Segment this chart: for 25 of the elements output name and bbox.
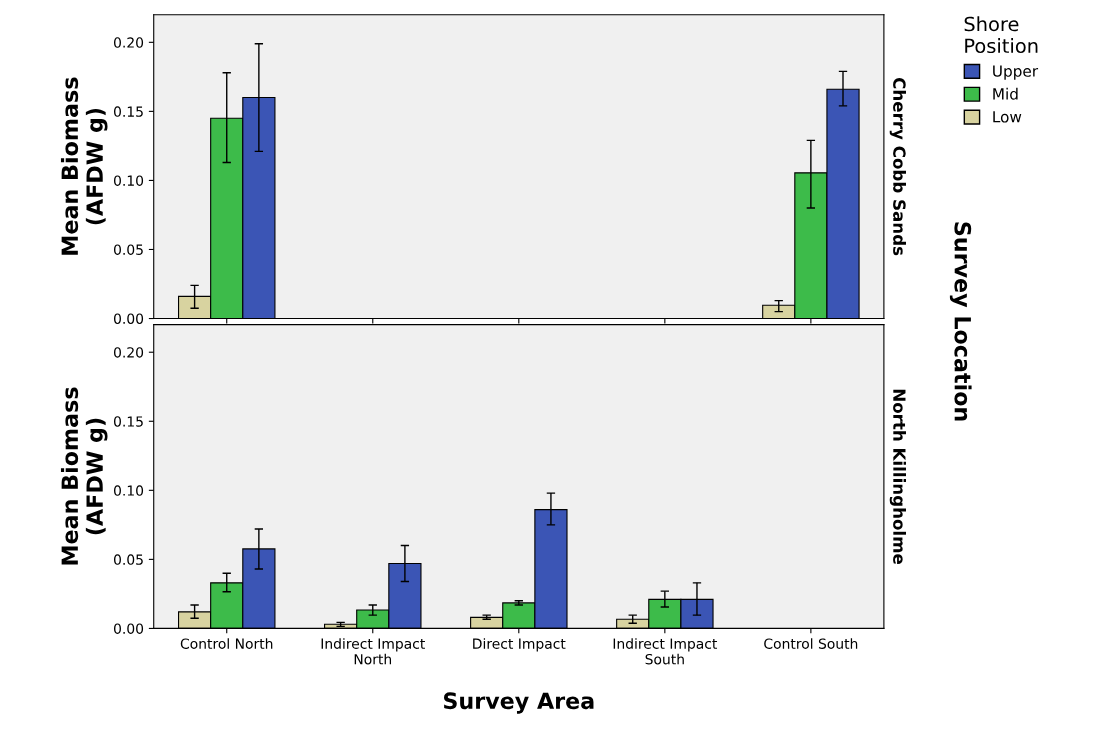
x-axis-title: Survey Area [444, 692, 594, 714]
y-tick-label: 0.15 [113, 416, 143, 427]
legend-label: Upper [993, 65, 1039, 80]
y-tick-label: 0.20 [113, 347, 144, 358]
y-tick-label: 0.10 [113, 485, 144, 496]
legend-title: Shore Position [964, 16, 1038, 54]
y-tick-label: 0.10 [113, 175, 144, 186]
y-tick-label: 0.05 [113, 244, 143, 255]
x-tick-label: Direct Impact [473, 638, 566, 652]
y-tick-label: 0.00 [113, 313, 144, 324]
y-axis-title: Mean Biomass (AFDW g) [60, 77, 108, 255]
text: Survey Location [949, 222, 972, 421]
y-tick-label: 0.15 [113, 106, 143, 117]
legend-label: Low [993, 111, 1022, 123]
y-tick-label: 0.00 [113, 623, 144, 634]
text: Cherry Cobb Sands [889, 78, 906, 256]
x-tick-label: Control South [764, 638, 858, 649]
y-axis-title: Mean Biomass (AFDW g) [60, 387, 108, 565]
y-tick-label: 0.20 [113, 37, 144, 48]
x-tick-label: Control North [180, 638, 273, 649]
y-tick-label: 0.05 [113, 554, 143, 565]
text: North Killingholme [889, 389, 906, 564]
legend-label: Mid [993, 87, 1018, 100]
x-tick-label: Indirect Impact South [613, 638, 718, 665]
x-tick-label: Indirect Impact North [321, 638, 425, 665]
